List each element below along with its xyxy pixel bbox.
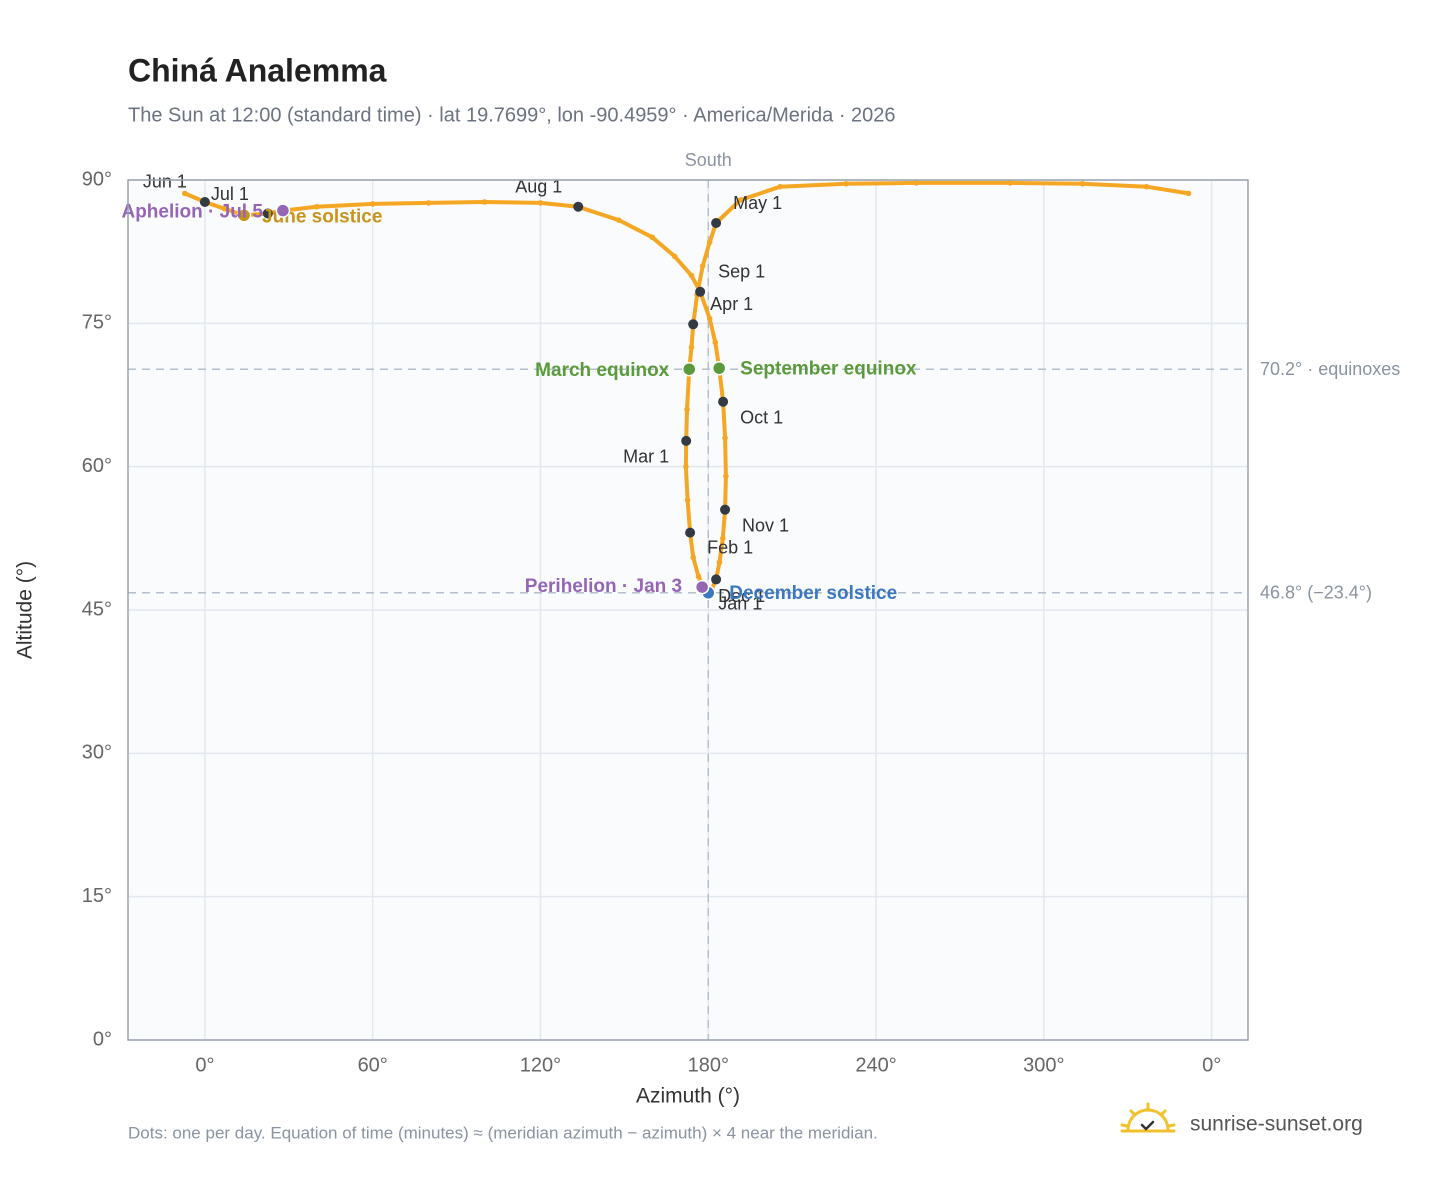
- y-tick-label: 75°: [82, 312, 112, 334]
- daily-dot: [615, 217, 622, 223]
- event-label: December solstice: [729, 583, 897, 604]
- month-marker: [695, 286, 706, 297]
- y-tick-label: 0°: [93, 1028, 112, 1050]
- daily-dot: [1007, 180, 1014, 186]
- reference-label: 46.8° (−23.4°): [1260, 583, 1372, 603]
- month-marker: [262, 208, 273, 219]
- month-marker: [573, 201, 584, 212]
- month-label: Jul 1: [211, 184, 249, 204]
- daily-dot: [722, 435, 728, 441]
- daily-dot: [221, 205, 228, 212]
- y-tick-label: 45°: [82, 598, 112, 620]
- meridian-label: South: [685, 150, 732, 170]
- month-marker: [711, 574, 722, 585]
- month-label: Dec 1: [718, 586, 765, 606]
- daily-dot: [671, 253, 678, 260]
- x-tick-label: 60°: [358, 1054, 388, 1076]
- daily-dot: [537, 200, 544, 206]
- month-marker: [720, 504, 731, 515]
- daily-dot: [1079, 181, 1086, 187]
- month-label: Feb 1: [707, 537, 753, 557]
- event-marker: [694, 579, 710, 595]
- daily-dot: [688, 272, 695, 279]
- y-axis-label: Altitude (°): [14, 561, 37, 659]
- month-label: Mar 1: [623, 447, 669, 467]
- x-tick-label: 0°: [1202, 1054, 1221, 1076]
- event-marker: [236, 208, 252, 223]
- x-tick-label: 240°: [855, 1054, 896, 1076]
- daily-dot: [649, 234, 656, 241]
- x-tick-label: 120°: [520, 1054, 561, 1076]
- y-tick-label: 15°: [82, 885, 112, 907]
- event-marker: [711, 360, 727, 376]
- daily-dot: [777, 183, 783, 190]
- month-label: Jun 1: [143, 172, 187, 192]
- daily-dot: [706, 239, 713, 245]
- x-tick-label: 0°: [195, 1054, 214, 1076]
- daily-dot: [425, 200, 432, 206]
- daily-dot: [690, 554, 696, 561]
- daily-dot: [369, 201, 376, 207]
- y-tick-label: 30°: [82, 742, 112, 764]
- month-label: Sep 1: [718, 262, 765, 282]
- daily-dot: [699, 263, 706, 269]
- daily-dot: [481, 199, 488, 205]
- month-label: Aug 1: [515, 177, 562, 197]
- month-marker: [199, 196, 210, 207]
- x-axis-label: Azimuth (°): [636, 1085, 740, 1108]
- plot-border: [127, 179, 1249, 1041]
- event-label: June solstice: [262, 206, 382, 227]
- daily-dot: [720, 535, 726, 542]
- daily-dot: [1143, 183, 1150, 190]
- month-label: Oct 1: [740, 407, 783, 427]
- daily-dot: [723, 473, 729, 480]
- event-marker: [275, 203, 291, 218]
- month-label: Apr 1: [710, 294, 753, 314]
- daily-dot: [695, 573, 702, 580]
- daily-dot: [1185, 190, 1192, 197]
- month-marker: [681, 435, 692, 446]
- daily-dot: [712, 339, 719, 346]
- x-tick-label: 300°: [1023, 1054, 1064, 1076]
- event-label: Perihelion · Jan 3: [525, 576, 682, 597]
- daily-dot: [706, 315, 713, 322]
- month-label: May 1: [733, 193, 782, 213]
- brand-name: sunrise-sunset.org: [1190, 1113, 1363, 1136]
- month-label: Jan 1: [718, 594, 762, 614]
- daily-dot: [716, 559, 723, 566]
- daily-dot: [913, 180, 920, 186]
- daily-dot: [683, 463, 689, 470]
- event-marker: [682, 361, 697, 377]
- daily-dot: [688, 344, 695, 351]
- daily-dot: [843, 181, 849, 187]
- month-marker: [711, 218, 722, 228]
- y-tick-label: 60°: [82, 455, 112, 477]
- event-label: March equinox: [535, 360, 670, 381]
- daily-dot: [737, 197, 743, 203]
- chart-title: Chiná Analemma: [128, 52, 387, 88]
- month-marker: [688, 319, 699, 330]
- reference-label: 70.2° · equinoxes: [1260, 359, 1400, 379]
- event-label: September equinox: [740, 358, 917, 379]
- daily-dot: [181, 190, 188, 197]
- footnote: Dots: one per day. Equation of time (min…: [128, 1123, 878, 1142]
- chart-subtitle: The Sun at 12:00 (standard time) · lat 1…: [128, 104, 896, 126]
- month-label: Nov 1: [742, 515, 789, 535]
- x-tick-label: 180°: [688, 1054, 729, 1076]
- daily-dot: [684, 406, 690, 413]
- daily-dot: [313, 203, 320, 210]
- event-label: Aphelion · Jul 5: [121, 202, 263, 223]
- month-marker: [718, 396, 729, 407]
- daily-dot: [684, 497, 691, 503]
- y-tick-label: 90°: [82, 168, 112, 190]
- month-marker: [685, 527, 696, 538]
- brand-logo: [1120, 1102, 1176, 1133]
